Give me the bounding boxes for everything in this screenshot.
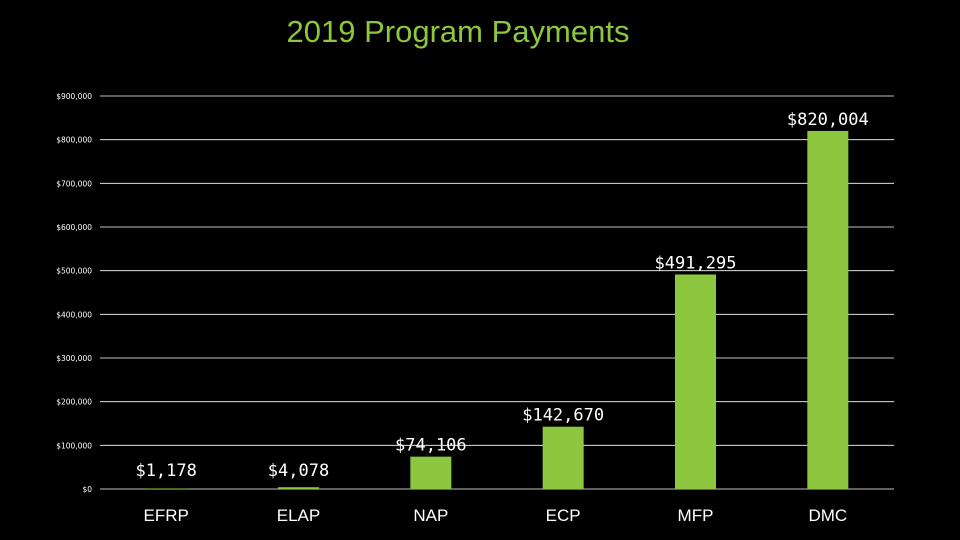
- x-tick-label: ELAP: [277, 506, 320, 525]
- bar-elap: [278, 487, 319, 489]
- y-tick-label: $800,000: [56, 136, 92, 145]
- y-tick-label: $500,000: [56, 267, 92, 276]
- x-tick-label: EFRP: [143, 506, 188, 525]
- y-tick-label: $100,000: [56, 441, 92, 450]
- data-label: $74,106: [395, 436, 467, 456]
- data-label: $4,078: [268, 461, 329, 481]
- y-tick-label: $200,000: [56, 398, 92, 407]
- data-label: $1,178: [135, 461, 196, 481]
- chart-title: 2019 Program Payments: [286, 14, 630, 49]
- x-tick-label: ECP: [546, 506, 581, 525]
- x-tick-label: DMC: [808, 506, 847, 525]
- data-label: $142,670: [522, 406, 604, 426]
- y-tick-label: $900,000: [56, 92, 92, 101]
- y-tick-label: $700,000: [56, 179, 92, 188]
- x-tick-label: NAP: [413, 506, 448, 525]
- y-tick-label: $400,000: [56, 310, 92, 319]
- bar-efrp: [145, 488, 187, 489]
- y-tick-label: $300,000: [56, 354, 92, 363]
- data-label: $820,004: [787, 110, 869, 130]
- bar-ecp: [542, 426, 584, 489]
- bar-dmc: [807, 130, 849, 489]
- x-tick-label: MFP: [678, 506, 714, 525]
- y-tick-label: $0: [82, 485, 92, 494]
- bar-nap: [410, 456, 452, 489]
- data-label: $491,295: [655, 253, 737, 273]
- y-tick-label: $600,000: [56, 223, 92, 232]
- bar-mfp: [675, 274, 716, 489]
